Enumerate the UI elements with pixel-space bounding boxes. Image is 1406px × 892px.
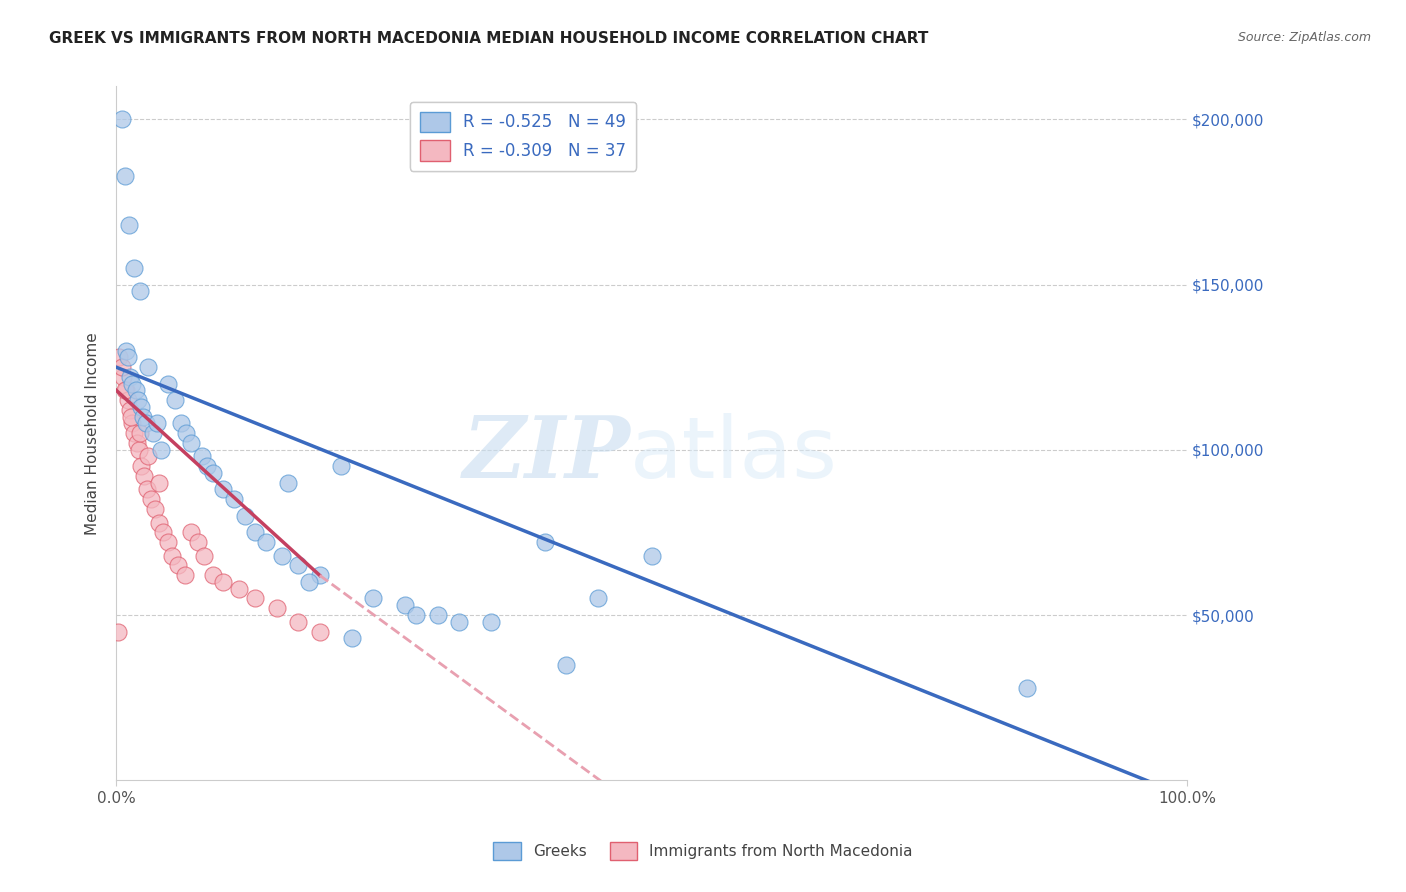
Point (212, 483, 235, 497)
Text: Source: ZipAtlas.com: Source: ZipAtlas.com (1237, 31, 1371, 45)
Point (187, 535, 209, 549)
Point (1015, 681, 1038, 695)
Point (138, 360, 160, 375)
Point (641, 549, 664, 563)
Point (139, 492, 162, 507)
Point (125, 436, 148, 450)
Point (134, 469, 156, 483)
Point (129, 459, 152, 474)
Point (191, 450, 214, 464)
Point (136, 483, 159, 497)
Point (245, 525, 267, 540)
Point (156, 535, 179, 549)
Point (228, 582, 250, 596)
Point (586, 591, 609, 606)
Point (173, 568, 195, 582)
Point (165, 393, 187, 408)
Point (117, 351, 139, 365)
Point (120, 403, 142, 417)
Point (330, 459, 353, 474)
Y-axis label: Median Household Income: Median Household Income (86, 332, 100, 534)
Point (128, 442, 150, 457)
Point (148, 516, 170, 530)
Point (180, 525, 202, 540)
Point (121, 376, 143, 391)
Point (148, 475, 170, 490)
Point (287, 558, 309, 573)
Point (117, 393, 139, 408)
Point (298, 574, 321, 589)
Legend: R = -0.525   N = 49, R = -0.309   N = 37: R = -0.525 N = 49, R = -0.309 N = 37 (411, 102, 637, 170)
Point (124, 426, 146, 441)
Point (212, 574, 235, 589)
Point (146, 417, 169, 431)
Point (479, 615, 502, 629)
Point (115, 343, 138, 358)
Point (108, 351, 131, 365)
Text: GREEK VS IMMIGRANTS FROM NORTH MACEDONIA MEDIAN HOUSEHOLD INCOME CORRELATION CHA: GREEK VS IMMIGRANTS FROM NORTH MACEDONIA… (49, 31, 928, 46)
Point (193, 549, 215, 563)
Point (426, 607, 449, 622)
Point (150, 442, 173, 457)
Point (114, 384, 136, 398)
Point (143, 502, 166, 516)
Point (129, 400, 152, 414)
Point (201, 466, 224, 480)
Point (152, 525, 174, 540)
Point (308, 624, 330, 639)
Point (271, 549, 294, 563)
Point (233, 508, 256, 523)
Point (169, 417, 191, 431)
Point (533, 535, 555, 549)
Point (120, 409, 142, 424)
Point (111, 112, 134, 127)
Point (111, 360, 134, 375)
Point (266, 601, 288, 615)
Point (405, 607, 427, 622)
Point (174, 426, 197, 441)
Point (394, 598, 416, 612)
Point (180, 436, 202, 450)
Point (555, 657, 578, 672)
Legend: Greeks, Immigrants from North Macedonia: Greeks, Immigrants from North Macedonia (486, 836, 920, 866)
Point (128, 426, 150, 441)
Point (128, 284, 150, 298)
Point (132, 409, 155, 424)
Point (114, 169, 136, 183)
Point (120, 370, 142, 384)
Point (124, 261, 146, 276)
Point (118, 218, 141, 232)
Point (121, 417, 143, 431)
Point (156, 376, 179, 391)
Point (195, 459, 218, 474)
Point (287, 615, 309, 629)
Point (222, 492, 245, 507)
Point (340, 631, 363, 645)
Point (124, 384, 146, 398)
Point (201, 568, 224, 582)
Point (135, 417, 157, 431)
Point (363, 591, 385, 606)
Point (447, 615, 470, 629)
Point (107, 624, 129, 639)
Point (277, 475, 299, 490)
Point (308, 568, 330, 582)
Point (142, 426, 165, 441)
Point (127, 393, 149, 408)
Point (245, 591, 267, 606)
Point (167, 558, 190, 573)
Text: ZIP: ZIP (463, 412, 630, 496)
Point (254, 535, 277, 549)
Text: atlas: atlas (630, 413, 838, 496)
Point (160, 549, 183, 563)
Point (111, 370, 134, 384)
Point (115, 384, 138, 398)
Point (138, 450, 160, 464)
